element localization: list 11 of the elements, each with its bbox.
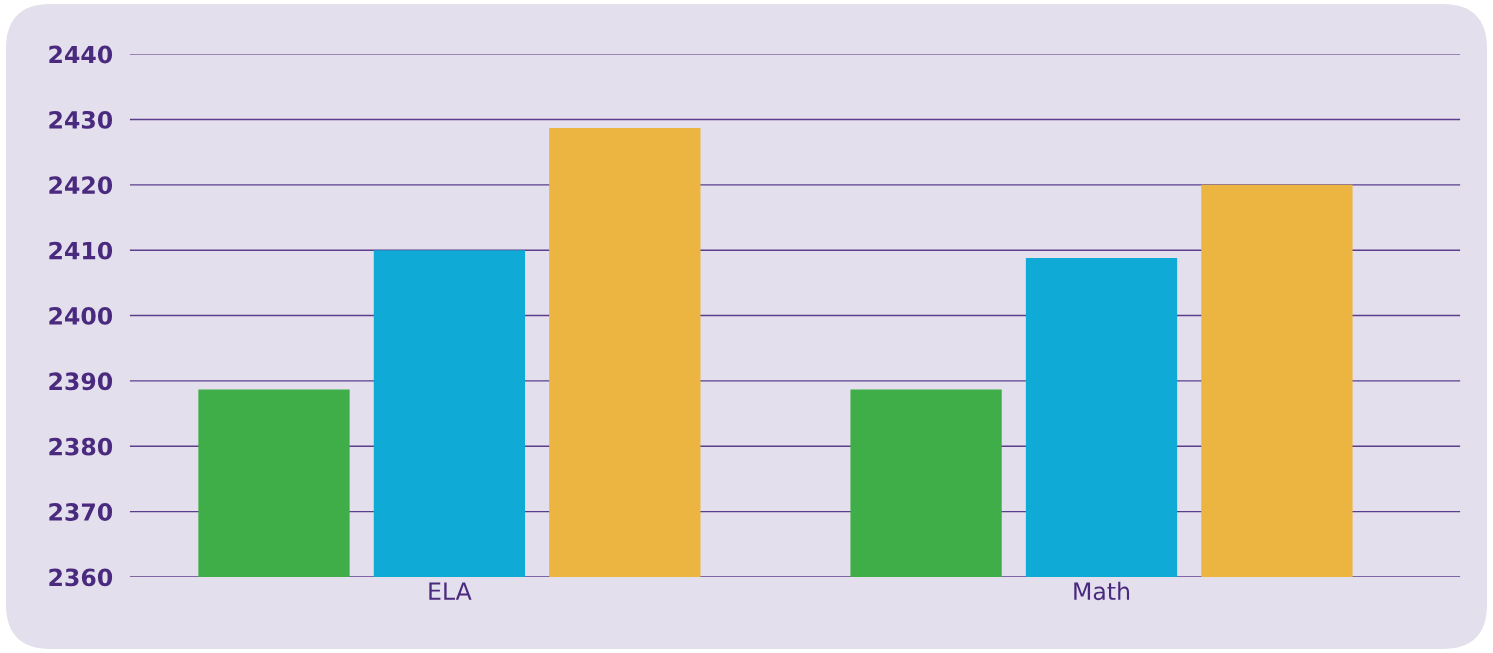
y-tick-label: 2440 bbox=[49, 45, 113, 64]
y-tick-label: 2370 bbox=[49, 503, 113, 521]
y-tick-label: 2430 bbox=[49, 110, 113, 129]
y-tick-label: 2400 bbox=[49, 307, 113, 325]
y-tick-label: 2390 bbox=[49, 372, 113, 391]
y-tick-label: 2420 bbox=[49, 176, 113, 195]
y-tick-label: 2380 bbox=[49, 437, 113, 456]
x-tick-label: Math bbox=[1074, 581, 1130, 601]
x-tick-label: ELA bbox=[429, 582, 472, 600]
y-tick-label: 2360 bbox=[49, 568, 113, 587]
y-tick-label: 2410 bbox=[49, 241, 113, 260]
